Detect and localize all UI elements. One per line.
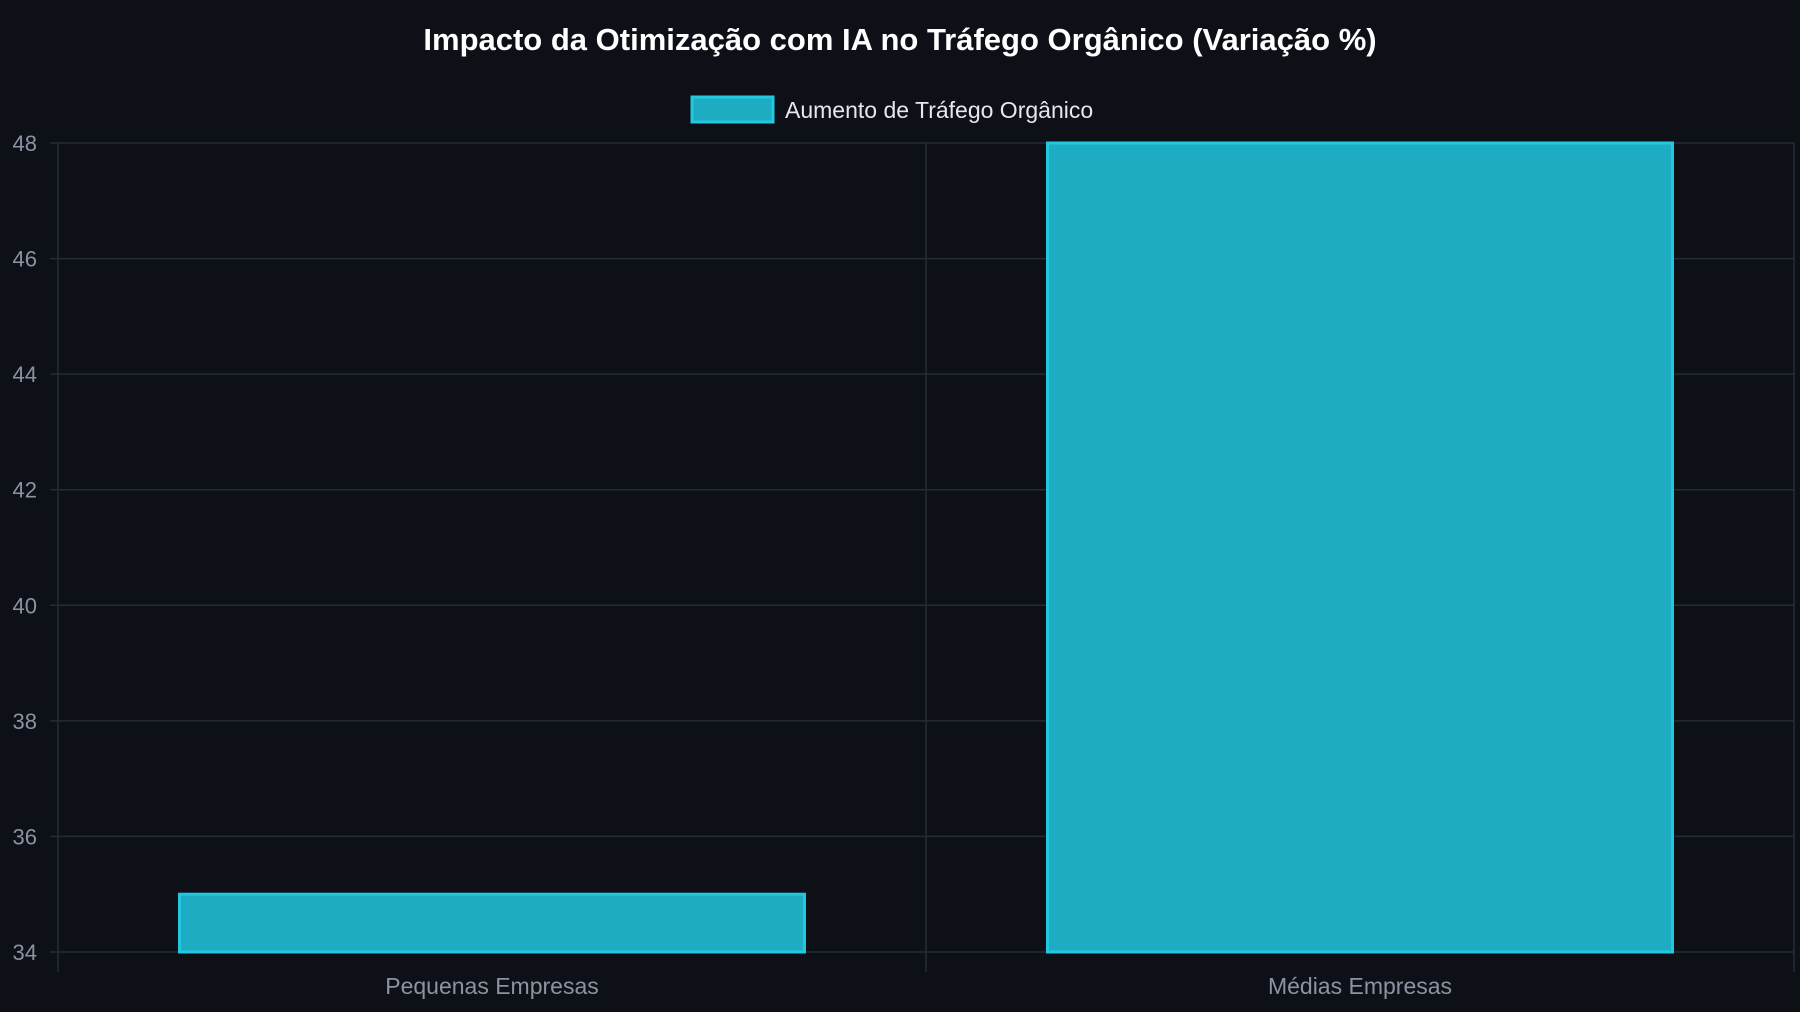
y-tick-label: 40 [13, 593, 37, 618]
y-axis-ticks: 34 36 38 40 42 44 46 48 [13, 131, 37, 965]
x-tick-label: Pequenas Empresas [385, 973, 599, 999]
bar-pequenas-empresas[interactable] [178, 892, 806, 954]
legend-swatch [690, 95, 775, 124]
y-tick-label: 48 [13, 131, 37, 156]
bar-médias-empresas[interactable] [1046, 141, 1674, 954]
bars [178, 141, 1674, 954]
y-tick-label: 42 [13, 478, 37, 503]
y-tick-label: 36 [13, 824, 37, 849]
y-tick-label: 34 [13, 940, 37, 965]
chart-title: Impacto da Otimização com IA no Tráfego … [423, 22, 1376, 57]
y-tick-label: 46 [13, 247, 37, 272]
legend[interactable]: Aumento de Tráfego Orgânico [690, 95, 1093, 124]
x-tick-label: Médias Empresas [1268, 973, 1452, 999]
x-axis-ticks: Pequenas Empresas Médias Empresas [385, 973, 1452, 999]
legend-label: Aumento de Tráfego Orgânico [785, 97, 1093, 123]
y-tick-label: 38 [13, 709, 37, 734]
y-tick-label: 44 [13, 362, 37, 387]
